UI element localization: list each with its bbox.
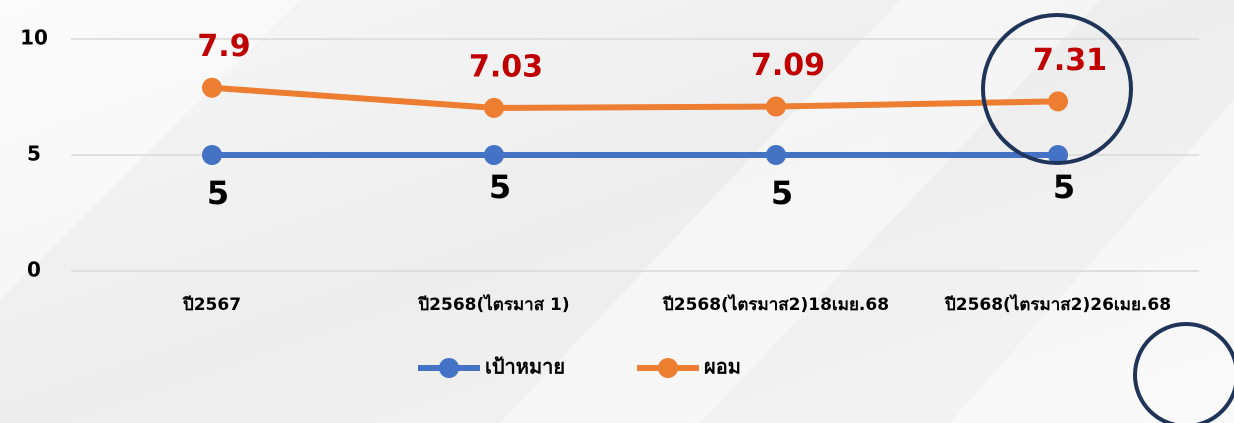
point: [484, 145, 504, 165]
x-tick-label: ปี2568(ไตรมาส2)26เมย.68: [944, 294, 1171, 315]
y-tick-label: 5: [27, 142, 41, 166]
data-label: 7.9: [197, 29, 250, 64]
point: [202, 145, 222, 165]
data-label: 5: [489, 168, 511, 206]
legend-label: ผอม: [704, 355, 741, 379]
legend-label: เป้าหมาย: [485, 355, 565, 379]
data-label: 7.31: [1033, 43, 1107, 78]
legend-marker: [439, 358, 459, 378]
series-line: [211, 84, 1059, 111]
data-label: 7.03: [469, 49, 543, 84]
legend-marker: [658, 358, 678, 378]
decor-circle: [1133, 322, 1234, 423]
x-tick-label: ปี2568(ไตรมาส2)18เมย.68: [662, 294, 889, 315]
highlight-circle: [981, 13, 1133, 165]
data-label: 5: [207, 174, 229, 212]
point: [1048, 91, 1068, 112]
point: [202, 77, 222, 98]
data-label: 5: [1053, 168, 1075, 206]
y-tick-label: 0: [27, 258, 41, 282]
point: [1048, 145, 1068, 165]
point: [766, 145, 786, 165]
plot-area: 0 5 10 ปี2567 ปี2568(ไตรมาส 1) ปี2568(ไตรมาส2…: [20, 26, 1199, 379]
y-tick-label: 10: [20, 26, 48, 50]
data-label: 5: [771, 174, 793, 212]
x-tick-label: ปี2567: [182, 294, 241, 315]
data-label: 7.09: [751, 48, 825, 83]
point: [766, 96, 786, 117]
x-tick-label: ปี2568(ไตรมาส 1): [418, 294, 570, 315]
point: [484, 97, 504, 118]
